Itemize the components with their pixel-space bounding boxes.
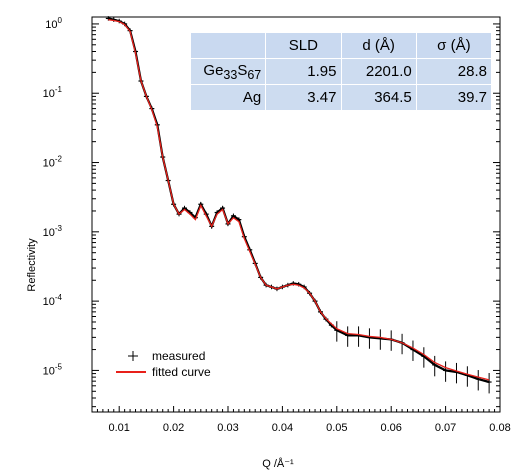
measured-point: [345, 326, 351, 347]
table-cell-sld: 1.95: [265, 58, 342, 85]
y-tick-label: 10-5: [43, 362, 63, 377]
table-row-name-ag: Ag: [189, 84, 267, 111]
x-axis-label: Q /Å⁻¹: [262, 457, 294, 470]
plot-frame: [91, 16, 501, 413]
table-cell-sigma: 28.8: [415, 58, 493, 85]
table-header-row: SLD d (Å) σ (Å): [189, 32, 493, 59]
y-axis-label: Reflectivity: [26, 238, 38, 292]
x-tick-label: 0.03: [217, 422, 238, 434]
legend: measured fitted curve: [116, 349, 211, 379]
layer-name-part: Ge: [203, 61, 224, 79]
y-axis: 100 10-1 10-2 10-3 10-4 10-5: [43, 16, 500, 408]
table-row-name-geS: Ge33S67: [189, 58, 267, 85]
y-tick-label: 10-3: [43, 224, 63, 239]
layer-subscript-2: 67: [247, 67, 262, 82]
x-tick-label: 0.06: [380, 422, 401, 434]
x-tick-label: 0.07: [435, 422, 456, 434]
parameter-table: SLD d (Å) σ (Å) Ge33S67 1.95 2201.0 28.8…: [189, 32, 493, 111]
table-cell-d: 364.5: [340, 84, 417, 111]
x-tick-label: 0.01: [108, 422, 129, 434]
legend-measured-label: measured: [152, 349, 205, 363]
fitted-curve-line: [108, 19, 490, 381]
table-header-d: d (Å): [340, 32, 417, 59]
y-tick-label: 10-1: [43, 85, 63, 100]
measured-point: [486, 372, 492, 394]
x-tick-label: 0.08: [489, 422, 510, 434]
y-tick-label: 100: [45, 16, 62, 31]
y-tick-label: 10-4: [43, 293, 63, 308]
x-tick-label: 0.04: [272, 422, 293, 434]
table-row: Ag 3.47 364.5 39.7: [189, 84, 493, 111]
table-header-sigma: σ (Å): [415, 32, 493, 59]
plot-border: [91, 16, 501, 413]
table-cell-sld: 3.47: [265, 84, 342, 111]
table-header-sld: SLD: [265, 32, 342, 59]
table-row: Ge33S67 1.95 2201.0 28.8: [189, 58, 493, 85]
legend-fitted-curve-label: fitted curve: [152, 365, 211, 379]
x-axis: 0.01 0.02 0.03 0.04 0.05 0.06 0.07 0.08: [91, 406, 511, 434]
table-header-corner: [189, 32, 267, 59]
y-tick-label: 10-2: [43, 155, 63, 170]
legend-item-measured: measured: [128, 349, 205, 363]
layer-subscript-1: 33: [223, 67, 238, 82]
legend-item-fitted-curve: fitted curve: [116, 365, 211, 379]
layer-name-part-2: S: [237, 61, 248, 79]
x-tick-label: 0.02: [163, 422, 184, 434]
table-cell-d: 2201.0: [340, 58, 417, 85]
x-tick-label: 0.05: [326, 422, 347, 434]
table-cell-sigma: 39.7: [415, 84, 493, 111]
